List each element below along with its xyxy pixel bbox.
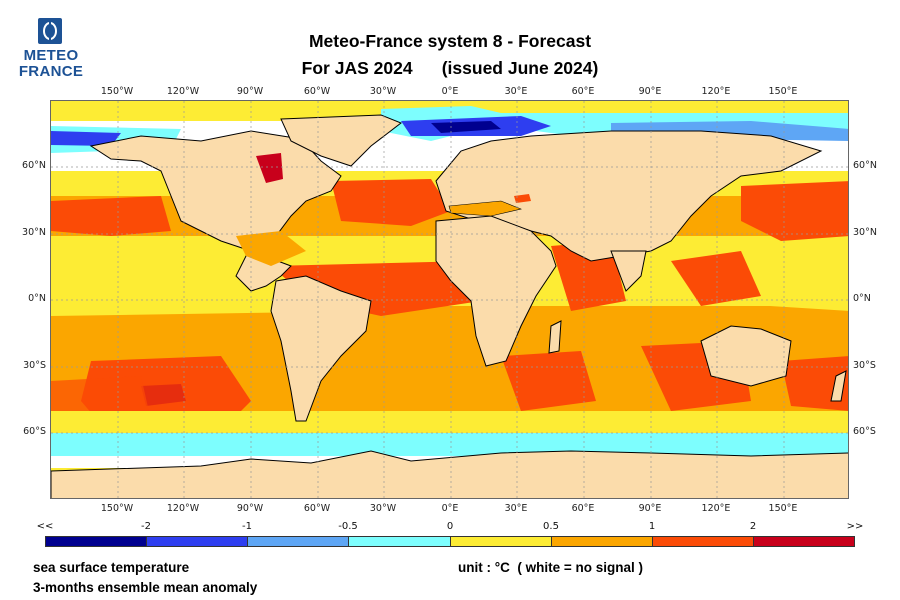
lon-label: 90°W [236,86,264,97]
colorbar-segment [551,537,653,546]
lon-label: 60°W [303,503,331,514]
colorbar-segment [450,537,552,546]
lat-label: 60°S [853,426,876,437]
lon-label: 0°E [441,503,459,514]
colorbar [45,536,855,547]
lon-label: 90°E [638,86,662,97]
lon-label: 120°E [701,86,731,97]
meteo-france-logo-icon [38,18,62,44]
lon-label: 90°W [236,503,264,514]
lat-label: 30°N [22,227,46,238]
lon-label: 30°E [504,503,528,514]
title-line-1: Meteo-France system 8 - Forecast [308,31,592,51]
colorbar-label: -0.5 [338,521,358,532]
sst-anomaly-map [50,100,849,499]
lon-label: 60°E [571,503,595,514]
colorbar-label: -1 [242,521,252,532]
colorbar-label: -2 [141,521,151,532]
lat-label: 30°S [23,360,46,371]
colorbar-segment [652,537,754,546]
lat-label: 0°N [853,293,871,304]
lat-label: 60°N [22,160,46,171]
lon-label: 120°W [166,86,200,97]
lat-label: 60°S [23,426,46,437]
lon-label: 150°E [768,503,798,514]
colorbar-segment [46,537,148,546]
logo-text-meteo: METEO [23,47,79,64]
description-label: 3-months ensemble mean anomaly [33,580,258,595]
unit-note: unit : °C ( white = no signal ) [458,560,644,575]
lon-label: 60°W [303,86,331,97]
colorbar-segment [248,537,350,546]
lon-label: 120°E [701,503,731,514]
lon-label: 90°E [638,503,662,514]
lat-label: 0°N [28,293,46,304]
lon-label: 30°E [504,86,528,97]
lat-label: 30°S [853,360,876,371]
lon-label: 30°W [369,503,397,514]
colorbar-segment [753,537,854,546]
colorbar-label: << [36,521,54,532]
lon-label: 150°W [100,503,134,514]
lon-label: 0°E [441,86,459,97]
colorbar-label: 0.5 [543,521,559,532]
colorbar-segment [349,537,451,546]
lon-label: 60°E [571,86,595,97]
colorbar-label: 0 [446,521,454,532]
lat-label: 30°N [853,227,877,238]
logo-text-france: FRANCE [18,63,84,80]
lon-label: 150°E [768,86,798,97]
colorbar-label: >> [846,521,864,532]
variable-label: sea surface temperature [33,560,190,575]
colorbar-label: 1 [648,521,656,532]
lon-label: 30°W [369,86,397,97]
lon-label: 150°W [100,86,134,97]
lon-label: 120°W [166,503,200,514]
colorbar-label: 2 [749,521,757,532]
colorbar-segment [147,537,249,546]
title-line-2: For JAS 2024 (issued June 2024) [301,58,599,78]
lat-label: 60°N [853,160,877,171]
